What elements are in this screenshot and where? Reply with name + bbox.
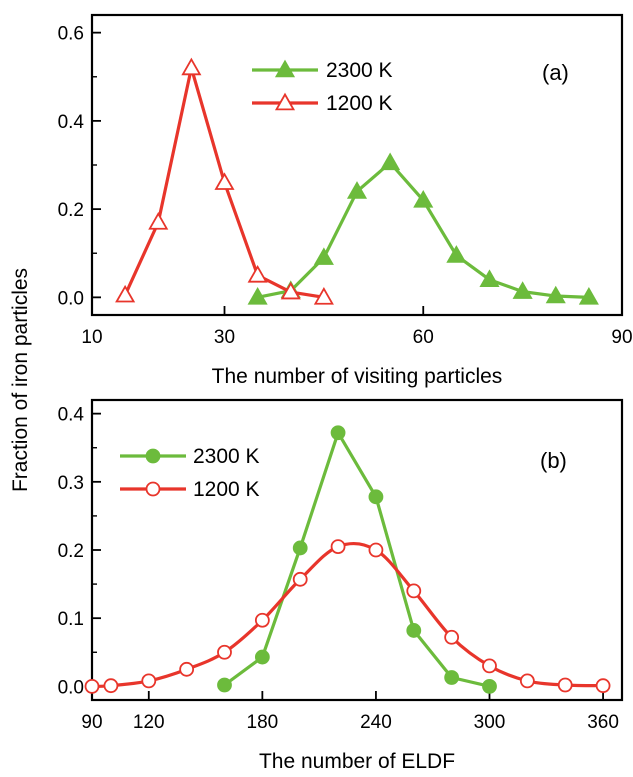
x-tick-label-b-5: 360 [587, 712, 619, 733]
x-axis-title-a: The number of visiting particles [212, 365, 503, 388]
data-point-b-0-1 [254, 649, 270, 665]
data-point-b-1-6 [292, 571, 308, 587]
data-point-a-1-5 [280, 281, 301, 300]
data-point-b-1-13 [557, 677, 573, 693]
data-point-a-1-1 [148, 212, 169, 230]
y-tick-label-b-3: 0.3 [58, 473, 84, 494]
y-tick-label-b-4: 0.4 [58, 405, 85, 426]
chart-panel-b: 90 120 180 240 300 360 0.0 0.1 0.2 0.3 0.4 2300 K 1… [58, 398, 624, 773]
legend-b: 2300 K 1200 K [120, 445, 260, 501]
y-tick-label-a-3: 0.6 [58, 24, 84, 45]
data-point-a-0-3 [346, 181, 368, 199]
legend-marker-a-0 [274, 59, 296, 78]
legend-label-a-1: 1200 K [326, 92, 393, 115]
legend-a: 2300 K 1200 K [252, 59, 393, 115]
x-tick-label-b-1: 120 [133, 712, 165, 733]
data-point-a-1-2 [181, 57, 202, 76]
series-line-a-0 [257, 161, 589, 299]
data-point-a-0-2 [313, 247, 334, 265]
ticks-b: 90 120 180 240 300 360 0.0 0.1 0.2 0.3 0.4 [58, 405, 619, 733]
x-tick-label-a-2: 60 [413, 327, 434, 348]
data-point-a-0-4 [380, 152, 401, 171]
data-point-b-1-9 [406, 583, 422, 599]
series-layer-b [84, 425, 611, 694]
legend-label-a-0: 2300 K [326, 59, 393, 82]
legend-marker-a-1 [274, 92, 296, 111]
data-point-b-1-3 [179, 661, 195, 677]
legend-label-b-0: 2300 K [193, 445, 260, 468]
data-point-b-1-12 [519, 673, 535, 689]
data-point-a-0-8 [512, 281, 533, 299]
data-point-b-1-8 [368, 542, 384, 558]
data-point-b-1-10 [444, 629, 460, 645]
x-tick-label-a-1: 30 [214, 327, 235, 348]
panel-label-a: (a) [542, 60, 569, 85]
series-line-b-0 [223, 431, 490, 688]
data-point-a-0-10 [578, 287, 599, 305]
chart-panel-a: 10 30 60 90 0.0 0.2 0.4 0.6 2300 K 1200 K (a) Th… [58, 13, 633, 388]
data-point-b-1-1 [103, 678, 119, 694]
y-tick-label-b-0: 0.0 [58, 677, 84, 698]
data-point-a-0-7 [479, 269, 500, 287]
data-point-b-1-7 [330, 539, 346, 554]
panel-label-b: (b) [540, 448, 567, 473]
data-point-b-0-5 [406, 623, 422, 638]
data-point-b-1-2 [141, 673, 157, 689]
y-tick-label-b-1: 0.1 [58, 609, 84, 630]
legend-label-b-1: 1200 K [193, 478, 260, 501]
x-tick-label-b-2: 180 [247, 712, 279, 733]
data-point-a-0-0 [247, 287, 268, 305]
y-tick-label-a-2: 0.4 [58, 112, 85, 133]
data-point-a-0-5 [413, 189, 434, 208]
y-tick-label-a-1: 0.2 [58, 200, 84, 221]
data-point-a-1-4 [247, 264, 268, 283]
data-point-a-0-9 [545, 285, 566, 304]
data-point-b-0-7 [482, 678, 497, 694]
x-tick-label-b-3: 240 [360, 712, 392, 733]
data-point-a-1-3 [214, 172, 235, 190]
data-point-b-1-4 [217, 644, 232, 660]
data-point-b-1-11 [482, 658, 497, 674]
x-tick-label-b-4: 300 [474, 712, 506, 733]
x-axis-title-b: The number of ELDF [259, 750, 455, 773]
shared-y-axis-label: Fraction of iron particles [9, 268, 32, 492]
data-point-a-1-6 [313, 287, 334, 305]
data-point-a-0-6 [446, 245, 467, 263]
plot-frame-b [90, 398, 624, 702]
data-point-b-1-5 [254, 612, 270, 628]
series-line-b-1 [91, 541, 604, 688]
data-point-b-0-0 [217, 677, 232, 693]
data-point-a-1-0 [115, 284, 136, 303]
x-tick-label-a-3: 90 [611, 327, 632, 348]
data-point-b-1-0 [84, 678, 100, 694]
data-point-b-0-4 [368, 489, 384, 505]
y-tick-label-a-0: 0.0 [58, 288, 84, 309]
ticks-a: 10 30 60 90 0.0 0.2 0.4 0.6 [58, 24, 633, 348]
legend-marker-b-0 [145, 448, 161, 464]
data-point-b-1-14 [595, 678, 611, 694]
x-tick-label-b-0: 90 [81, 712, 102, 733]
x-tick-label-a-0: 10 [81, 327, 102, 348]
data-point-b-0-6 [444, 670, 460, 685]
data-point-b-0-3 [330, 425, 346, 441]
series-layer-a [115, 57, 599, 305]
legend-marker-b-1 [145, 481, 161, 497]
y-tick-label-b-2: 0.2 [58, 541, 84, 562]
data-point-b-0-2 [292, 540, 308, 556]
